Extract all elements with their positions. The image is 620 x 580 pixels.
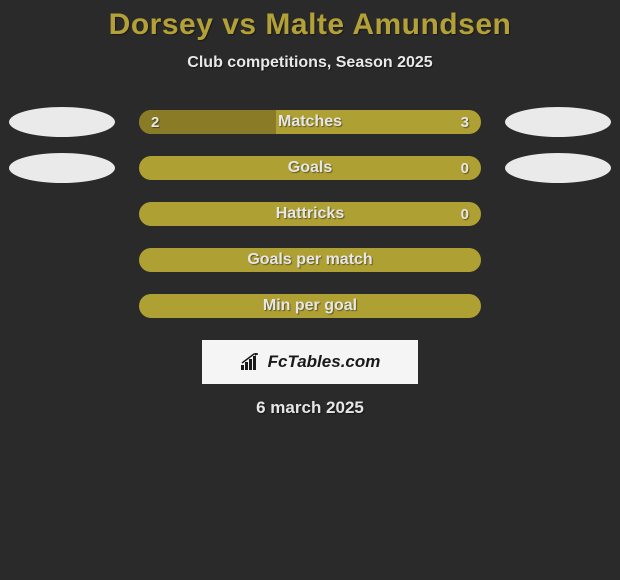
chart-icon [240, 353, 262, 371]
date-label: 6 march 2025 [0, 398, 620, 418]
logo-text: FcTables.com [268, 352, 381, 372]
stat-row: Goals per match [0, 248, 620, 272]
logo-row: FcTables.com [0, 340, 620, 384]
stats-area: 23Matches 0Goals 0Hattricks Goals per match… [0, 110, 620, 318]
stat-label: Goals [139, 156, 481, 180]
stat-row: 0Hattricks [0, 202, 620, 226]
stat-row: Min per goal [0, 294, 620, 318]
stat-row: 23Matches [0, 110, 620, 134]
stat-bar: 0Goals [139, 156, 481, 180]
site-logo[interactable]: FcTables.com [202, 340, 418, 384]
page-title: Dorsey vs Malte Amundsen [0, 8, 620, 42]
stat-label: Hattricks [139, 202, 481, 226]
player-avatar-right[interactable] [505, 153, 611, 183]
player-avatar-left[interactable] [9, 153, 115, 183]
stat-label: Matches [139, 110, 481, 134]
stat-row: 0Goals [0, 156, 620, 180]
player-avatar-left[interactable] [9, 107, 115, 137]
stat-bar: Min per goal [139, 294, 481, 318]
comparison-widget: Dorsey vs Malte Amundsen Club competitio… [0, 0, 620, 418]
stat-bar: 0Hattricks [139, 202, 481, 226]
stat-bar: 23Matches [139, 110, 481, 134]
page-subtitle: Club competitions, Season 2025 [0, 54, 620, 72]
stat-bar: Goals per match [139, 248, 481, 272]
stat-label: Goals per match [139, 248, 481, 272]
stat-label: Min per goal [139, 294, 481, 318]
player-avatar-right[interactable] [505, 107, 611, 137]
